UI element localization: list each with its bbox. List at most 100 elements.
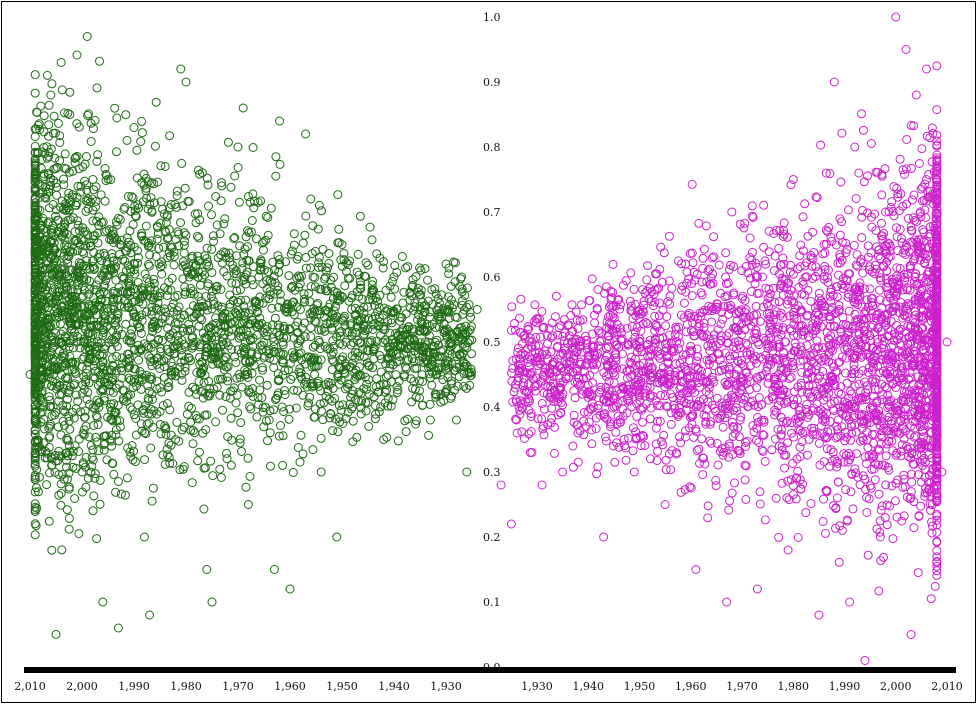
data-point-left — [271, 393, 281, 403]
data-point-right — [592, 469, 602, 479]
data-point-right — [844, 289, 854, 299]
data-point-left — [85, 315, 95, 325]
data-point-left — [59, 223, 69, 232]
data-point-left — [216, 250, 226, 260]
data-point-right — [859, 125, 868, 135]
data-point-left — [56, 489, 66, 498]
data-point-left — [156, 347, 166, 357]
data-point-right — [566, 311, 576, 320]
data-point-left — [63, 435, 73, 445]
data-point-left — [113, 295, 123, 305]
data-point-left — [81, 375, 91, 384]
data-point-left — [235, 309, 245, 319]
data-point-right — [664, 231, 674, 241]
data-point-left — [258, 407, 268, 417]
data-point-left — [221, 248, 231, 258]
data-point-left — [372, 374, 382, 384]
data-point-left — [244, 319, 253, 329]
data-point-left — [72, 50, 82, 60]
data-point-left — [42, 242, 52, 252]
data-point-right — [622, 385, 632, 395]
data-point-left — [169, 260, 179, 270]
data-point-right — [764, 395, 774, 405]
data-point-left — [269, 405, 279, 415]
data-point-left — [202, 305, 212, 315]
data-point-left — [248, 189, 258, 199]
data-point-left — [423, 359, 433, 369]
data-point-left — [194, 376, 204, 386]
data-point-right — [841, 238, 851, 248]
data-point-left — [199, 378, 209, 387]
data-point-left — [122, 233, 132, 243]
data-point-left — [404, 322, 414, 331]
data-point-left — [439, 325, 449, 335]
data-point-left — [219, 219, 229, 229]
data-point-left — [225, 290, 235, 300]
data-point-left — [350, 375, 360, 384]
data-point-left — [255, 385, 265, 395]
data-point-left — [399, 370, 409, 379]
data-point-left — [47, 381, 57, 391]
data-point-right — [896, 233, 906, 243]
data-point-left — [99, 445, 109, 455]
data-point-right — [764, 372, 774, 382]
data-point-left — [101, 176, 111, 186]
data-point-left — [30, 265, 40, 275]
data-point-left — [30, 470, 40, 480]
data-point-left — [262, 327, 272, 337]
data-point-left — [79, 425, 89, 435]
data-point-left — [70, 235, 80, 245]
data-point-left — [230, 171, 240, 181]
data-point-left — [94, 398, 104, 408]
data-point-left — [195, 280, 205, 290]
data-point-right — [932, 552, 942, 562]
data-point-left — [49, 111, 59, 121]
data-point-right — [627, 402, 637, 412]
data-point-left — [48, 376, 58, 386]
data-point-left — [140, 269, 150, 279]
data-point-left — [68, 287, 78, 297]
data-point-right — [887, 436, 897, 446]
data-point-left — [391, 328, 401, 338]
data-point-right — [588, 329, 597, 339]
data-point-left — [30, 168, 40, 178]
data-point-left — [411, 272, 421, 282]
data-point-left — [166, 285, 176, 295]
data-point-left — [264, 294, 274, 304]
data-point-left — [129, 265, 139, 275]
data-point-left — [137, 231, 147, 241]
data-point-left — [215, 464, 225, 474]
data-point-left — [179, 248, 189, 258]
data-point-left — [87, 303, 97, 313]
data-point-left — [62, 204, 71, 214]
data-point-right — [705, 419, 715, 429]
data-point-left — [144, 277, 154, 287]
data-point-right — [747, 201, 757, 211]
data-point-right — [716, 411, 726, 421]
data-point-left — [289, 240, 299, 250]
data-point-left — [160, 421, 170, 431]
data-point-left — [64, 524, 74, 534]
data-point-left — [100, 196, 110, 206]
data-point-left — [459, 382, 469, 391]
data-point-left — [88, 124, 98, 134]
data-point-right — [698, 470, 708, 480]
data-point-right — [551, 291, 561, 301]
data-point-right — [516, 350, 526, 360]
data-point-left — [30, 304, 40, 314]
data-point-left — [154, 243, 164, 253]
data-point-left — [285, 359, 295, 368]
data-point-right — [783, 296, 793, 306]
data-point-right — [666, 465, 676, 475]
data-point-left — [65, 447, 75, 457]
data-point-right — [699, 410, 709, 420]
data-point-right — [661, 339, 670, 349]
data-point-right — [593, 400, 603, 410]
data-point-right — [526, 427, 536, 436]
data-point-left — [269, 363, 279, 372]
data-point-left — [194, 165, 203, 175]
data-point-left — [37, 407, 47, 417]
data-point-left — [408, 275, 418, 284]
data-point-left — [83, 473, 93, 483]
